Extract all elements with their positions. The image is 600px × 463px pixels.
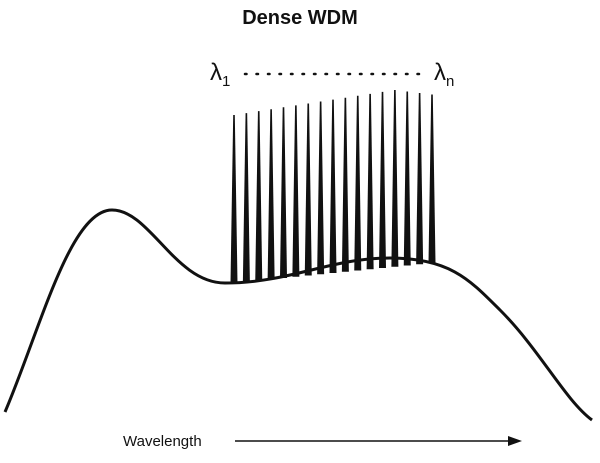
spectrum-curve xyxy=(3,208,593,422)
title: Dense WDM xyxy=(242,7,358,29)
x-axis-label: Wavelength xyxy=(123,433,202,450)
channel-peak xyxy=(242,113,250,282)
last-channel-label: λn xyxy=(434,59,454,90)
channel-peak xyxy=(329,99,337,273)
channel-peak xyxy=(428,94,436,263)
subscript: 1 xyxy=(222,73,230,90)
channel-peak xyxy=(255,111,263,281)
channel-peaks xyxy=(230,90,436,283)
channel-peak xyxy=(366,93,374,270)
channel-peak xyxy=(230,115,238,283)
channel-peak xyxy=(341,97,349,272)
symbol: λ xyxy=(434,59,446,86)
channel-peak xyxy=(292,105,300,277)
channel-peak xyxy=(267,109,275,280)
channel-peak xyxy=(317,101,325,275)
axis-arrow-head xyxy=(508,436,522,446)
channel-peak xyxy=(304,103,312,276)
channel-peak xyxy=(354,95,362,271)
channel-peak xyxy=(379,91,386,268)
symbol: λ xyxy=(210,59,222,86)
channel-peak xyxy=(403,91,411,266)
channel-peak xyxy=(391,90,399,267)
subscript: n xyxy=(446,73,454,90)
channel-peak xyxy=(416,93,424,265)
channel-peak xyxy=(280,107,287,278)
first-channel-label: λ1 xyxy=(210,59,230,90)
